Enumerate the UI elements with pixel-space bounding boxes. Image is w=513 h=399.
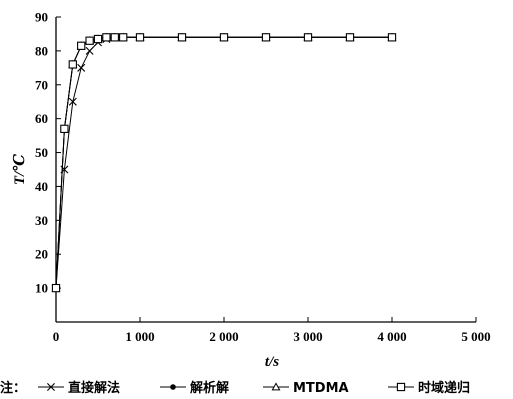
legend-marker <box>170 384 176 390</box>
axes: 10 20 30 40 50 60 70 80 90 0 1 000 2 000 3 000 4 000 5… <box>35 10 491 345</box>
data-point <box>303 33 313 42</box>
legend-item: MTDMA <box>263 381 349 396</box>
y-tick-label: 30 <box>35 213 48 228</box>
y-tick-label: 70 <box>35 77 48 92</box>
x-tick-label: 4 000 <box>377 329 406 344</box>
data-point <box>135 33 145 42</box>
series-line <box>55 36 392 289</box>
data-point <box>60 124 69 133</box>
data-point <box>77 41 86 50</box>
series-2 <box>53 34 395 291</box>
data-point <box>77 63 86 72</box>
series-line <box>55 36 392 289</box>
series-layer <box>51 32 397 293</box>
y-tick-label: 90 <box>35 10 48 25</box>
legend-label: MTDMA <box>293 381 349 396</box>
x-tick-label: 0 <box>53 329 60 344</box>
data-point <box>110 33 119 42</box>
series-4 <box>51 33 397 293</box>
legend-marker <box>47 383 55 391</box>
data-point <box>51 283 61 293</box>
data-point <box>68 97 77 106</box>
x-tick-label: 1 000 <box>125 329 154 344</box>
data-point <box>177 33 187 42</box>
y-tick-label: 80 <box>35 43 48 58</box>
legend-marker <box>396 382 406 392</box>
legend-label: 解析解 <box>189 380 229 396</box>
legend-label: 时域递归 <box>418 380 470 396</box>
legend-item: 时域递归 <box>388 380 470 396</box>
series-3 <box>51 32 397 292</box>
y-tick-label: 20 <box>35 247 48 262</box>
series-1 <box>52 33 396 293</box>
legend-item: 解析解 <box>160 380 229 396</box>
data-point <box>85 36 94 45</box>
data-point <box>68 60 77 69</box>
x-axis-label: t/s <box>265 354 279 370</box>
legend: 注： 直接解法 解析解 MTDMA 时域递归 <box>0 380 470 396</box>
x-tick-label: 5 000 <box>461 329 490 344</box>
y-tick-label: 10 <box>35 281 48 296</box>
legend-label: 直接解法 <box>68 380 120 396</box>
axis-labels: T/℃ t/s <box>12 154 279 370</box>
x-tick-label: 3 000 <box>293 329 322 344</box>
legend-marker <box>271 382 281 391</box>
data-point <box>219 33 229 42</box>
data-point <box>119 33 128 42</box>
series-line <box>55 36 392 289</box>
series-line <box>55 36 392 289</box>
legend-item: 直接解法 <box>38 380 120 396</box>
data-point <box>85 46 94 55</box>
data-point <box>261 33 271 42</box>
y-axis-label: T/℃ <box>12 154 28 185</box>
data-point <box>387 33 397 42</box>
x-tick-label: 2 000 <box>209 329 238 344</box>
y-tick-label: 60 <box>35 111 48 126</box>
legend-prefix: 注： <box>0 380 26 396</box>
data-point <box>93 34 103 44</box>
data-point <box>345 33 355 42</box>
y-tick-label: 40 <box>35 179 48 194</box>
y-tick-label: 50 <box>35 145 48 160</box>
data-point <box>102 33 111 42</box>
